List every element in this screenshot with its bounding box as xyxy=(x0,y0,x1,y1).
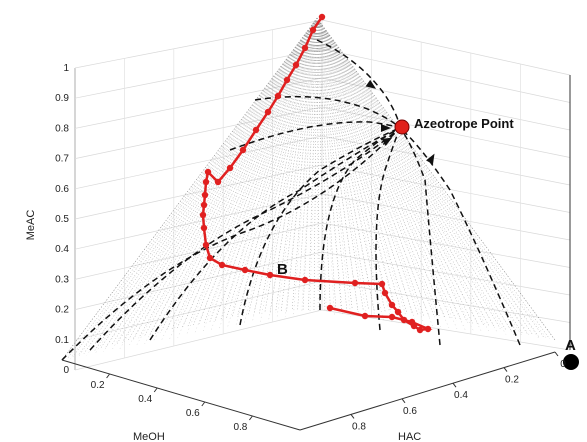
path-point xyxy=(274,92,282,100)
z-axis-label: MeAC xyxy=(25,210,37,241)
path-point xyxy=(301,44,309,52)
residue-curve xyxy=(399,127,441,346)
axes: 0.2 0.4 0.6 0.8 0.8 0.6 0.4 0.2 0 xyxy=(61,351,566,433)
meoh-tick-label: 0.4 xyxy=(138,394,152,405)
path-point xyxy=(388,313,396,321)
residue-curve xyxy=(254,95,401,129)
path-point xyxy=(201,191,209,199)
residue-curves xyxy=(61,39,521,361)
path-point xyxy=(202,178,210,186)
hac-tick-label: 0.6 xyxy=(403,406,417,417)
path-point xyxy=(326,304,334,312)
path-point xyxy=(378,280,386,288)
path-point xyxy=(206,254,214,262)
residue-curve xyxy=(149,127,401,341)
path-point xyxy=(351,279,359,287)
ternary-surface xyxy=(61,17,556,361)
point-b-label: B xyxy=(277,261,288,278)
composition-path xyxy=(199,13,579,370)
z-tick-label: 0.4 xyxy=(55,244,69,255)
path-point xyxy=(301,276,309,284)
residue-curve xyxy=(316,39,401,129)
path-point xyxy=(381,289,389,297)
path-point xyxy=(292,61,300,69)
path-point xyxy=(388,301,396,309)
azeotrope-point xyxy=(394,119,410,135)
z-tick-label: 0.5 xyxy=(55,214,69,225)
hac-tick-label: 0 xyxy=(560,359,566,370)
z-tick-label: 0.3 xyxy=(55,274,69,285)
path-point xyxy=(318,13,326,21)
residue-curve xyxy=(239,127,401,326)
annotations: Azeotrope Point A B MeAC MeOH HAC xyxy=(25,116,576,442)
path-point xyxy=(424,325,432,333)
residue-curve xyxy=(375,127,401,331)
path-point xyxy=(264,108,272,116)
path-point xyxy=(241,266,249,274)
meoh-tick-label: 0.6 xyxy=(186,408,200,419)
z-tick-label: 1 xyxy=(63,63,69,74)
path-point xyxy=(200,201,208,209)
path-point xyxy=(214,178,222,186)
meoh-tick-label: 0.2 xyxy=(91,380,105,391)
path-point xyxy=(416,326,424,334)
meoh-tick-label: 0.8 xyxy=(233,422,247,433)
path-point xyxy=(408,318,416,326)
path-point xyxy=(394,308,402,316)
residue-curve xyxy=(61,127,401,361)
flow-arrow-icon xyxy=(426,153,435,165)
z-tick-label: 0.9 xyxy=(55,93,69,104)
hac-tick-label: 0.4 xyxy=(454,390,468,401)
path-point xyxy=(252,126,260,134)
azeotrope-label: Azeotrope Point xyxy=(414,116,514,131)
path-point xyxy=(400,316,408,324)
path-point xyxy=(283,76,291,84)
residue-curve xyxy=(89,127,401,351)
back-grid: 0 0.1 0.2 0.3 0.4 0.5 0.6 0.7 0.8 0.9 1 xyxy=(55,19,571,376)
x-axis-label: MeOH xyxy=(133,431,165,442)
residue-curve xyxy=(319,127,401,311)
path-point xyxy=(266,271,274,279)
z-tick-label: 0 xyxy=(63,365,69,376)
z-tick-label: 0.8 xyxy=(55,123,69,134)
path-point xyxy=(309,26,317,34)
z-tick-label: 0.1 xyxy=(55,335,69,346)
point-a-label: A xyxy=(565,337,576,354)
path-point xyxy=(218,261,226,269)
hac-tick-label: 0.8 xyxy=(352,421,366,432)
path-point xyxy=(202,241,210,249)
path-point xyxy=(226,164,234,172)
residue-curve xyxy=(229,121,401,151)
point-a-marker xyxy=(563,354,579,370)
z-tick-label: 0.6 xyxy=(55,184,69,195)
y-axis-label: HAC xyxy=(398,431,421,442)
hac-tick-label: 0.2 xyxy=(505,375,519,386)
path-point xyxy=(199,211,207,219)
z-tick-label: 0.7 xyxy=(55,154,69,165)
residue-curve xyxy=(399,127,521,346)
path-point xyxy=(361,312,369,320)
flow-arrow-icon xyxy=(365,79,377,89)
path-point xyxy=(200,224,208,232)
path-point xyxy=(204,168,212,176)
flow-arrow-icon xyxy=(381,137,393,146)
flow-arrow-icon xyxy=(381,124,391,132)
path-point xyxy=(239,146,247,154)
z-tick-label: 0.2 xyxy=(55,305,69,316)
